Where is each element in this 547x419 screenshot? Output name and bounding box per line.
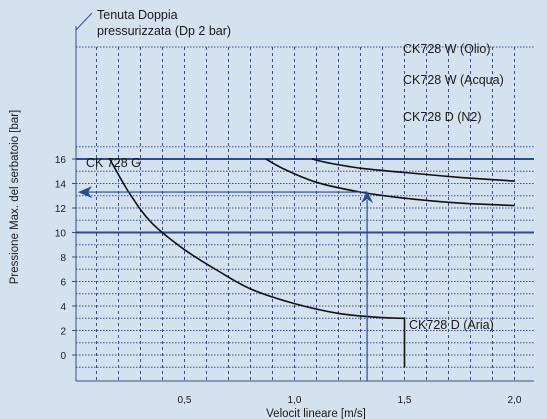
example-arrows bbox=[78, 186, 374, 381]
curve-line bbox=[311, 158, 515, 182]
y-tick-label: 16 bbox=[55, 155, 67, 166]
y-tick-label: 2 bbox=[60, 327, 66, 338]
y-tick-label: 0 bbox=[60, 351, 66, 362]
annotation-title: Tenuta Doppia pressurizzata (Dp 2 bar) bbox=[75, 8, 231, 38]
limit-label-ck728g: CK 728 G bbox=[86, 156, 141, 170]
curve-line bbox=[265, 158, 515, 207]
y-tick-label: 8 bbox=[60, 253, 66, 264]
x-axis-label: Velocit lineare [m/s] bbox=[266, 408, 366, 419]
limit-lines bbox=[76, 158, 534, 234]
x-tick-label: 0,5 bbox=[178, 395, 192, 406]
limit-label-olio: CK728 W (Olio) bbox=[403, 42, 491, 56]
x-tick-label: 2,0 bbox=[508, 395, 522, 406]
curve-label-n2: CK728 D (N2) bbox=[403, 110, 482, 124]
curves bbox=[109, 158, 515, 368]
y-tick-label: 6 bbox=[60, 278, 66, 289]
y-axis-label: Pressione Max. del serbatoio [bar] bbox=[9, 110, 21, 285]
curve-label-aria: CK728 D (Aria) bbox=[409, 318, 494, 332]
annotation-title-line: Tenuta Doppia bbox=[97, 8, 178, 22]
y-tick-label: 12 bbox=[55, 204, 67, 215]
grid bbox=[72, 26, 534, 382]
y-tick-label: 4 bbox=[60, 302, 66, 313]
y-tick-label: 10 bbox=[55, 229, 67, 240]
x-tick-label: 1,0 bbox=[288, 395, 302, 406]
tick-labels: 0,5 1,0 1,5 2,0 0 2 4 6 8 10 12 14 16 bbox=[55, 155, 522, 406]
arrowhead-up bbox=[361, 191, 374, 204]
curve-label-acqua: CK728 W (Acqua) bbox=[403, 73, 504, 87]
annotation-title-line: pressurizzata (Dp 2 bar) bbox=[97, 24, 231, 38]
title-leader-line bbox=[75, 12, 93, 31]
y-tick-label: 14 bbox=[55, 180, 67, 191]
arrowhead-left bbox=[78, 186, 92, 199]
x-tick-label: 1,5 bbox=[398, 395, 412, 406]
